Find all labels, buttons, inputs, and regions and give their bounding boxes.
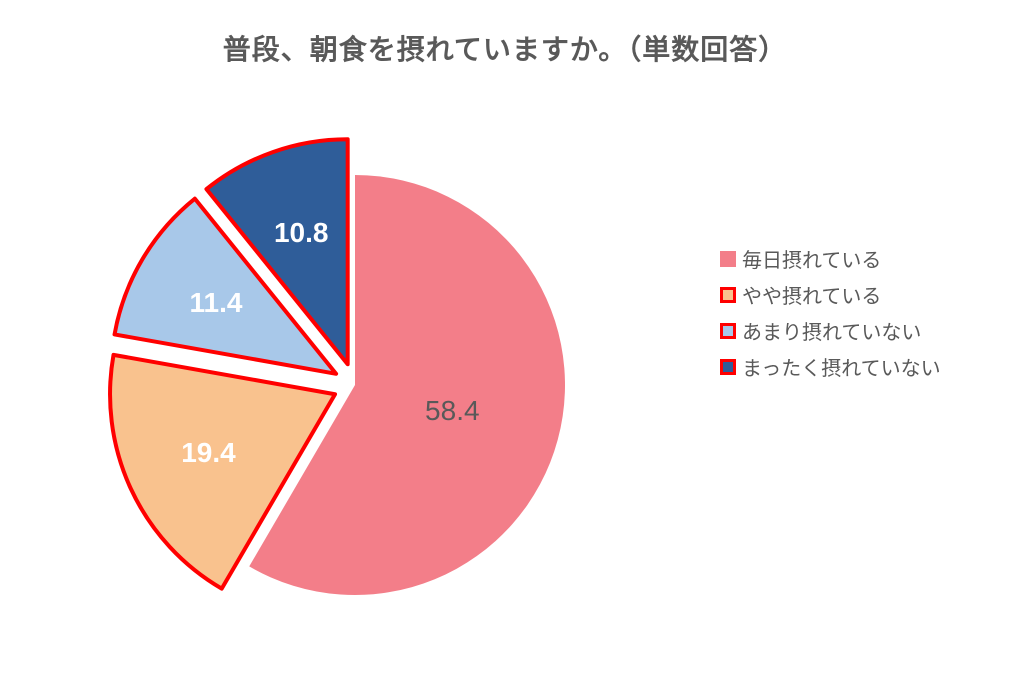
legend-label: 毎日摂れている	[742, 244, 881, 273]
chart-title: 普段、朝食を摂れていますか。（単数回答）	[0, 28, 1010, 68]
chart-frame: { "chart": { "type": "pie", "title": "普段…	[0, 0, 1010, 675]
pie-chart	[90, 120, 650, 675]
pie-data-label: 58.4	[425, 395, 480, 427]
pie-data-label: 11.4	[190, 287, 243, 319]
legend: 毎日摂れているやや摂れているあまり摂れていないまったく摂れていない	[720, 237, 941, 388]
legend-item: やや摂れている	[720, 280, 941, 309]
legend-item: 毎日摂れている	[720, 244, 941, 273]
legend-label: まったく摂れていない	[742, 352, 941, 381]
legend-swatch	[720, 287, 736, 303]
legend-label: あまり摂れていない	[742, 316, 921, 345]
pie-data-label: 19.4	[181, 437, 236, 469]
legend-label: やや摂れている	[742, 280, 881, 309]
legend-item: あまり摂れていない	[720, 316, 941, 345]
legend-swatch	[720, 251, 736, 267]
legend-swatch	[720, 359, 736, 375]
pie-data-label: 10.8	[274, 217, 329, 249]
legend-item: まったく摂れていない	[720, 352, 941, 381]
legend-swatch	[720, 323, 736, 339]
